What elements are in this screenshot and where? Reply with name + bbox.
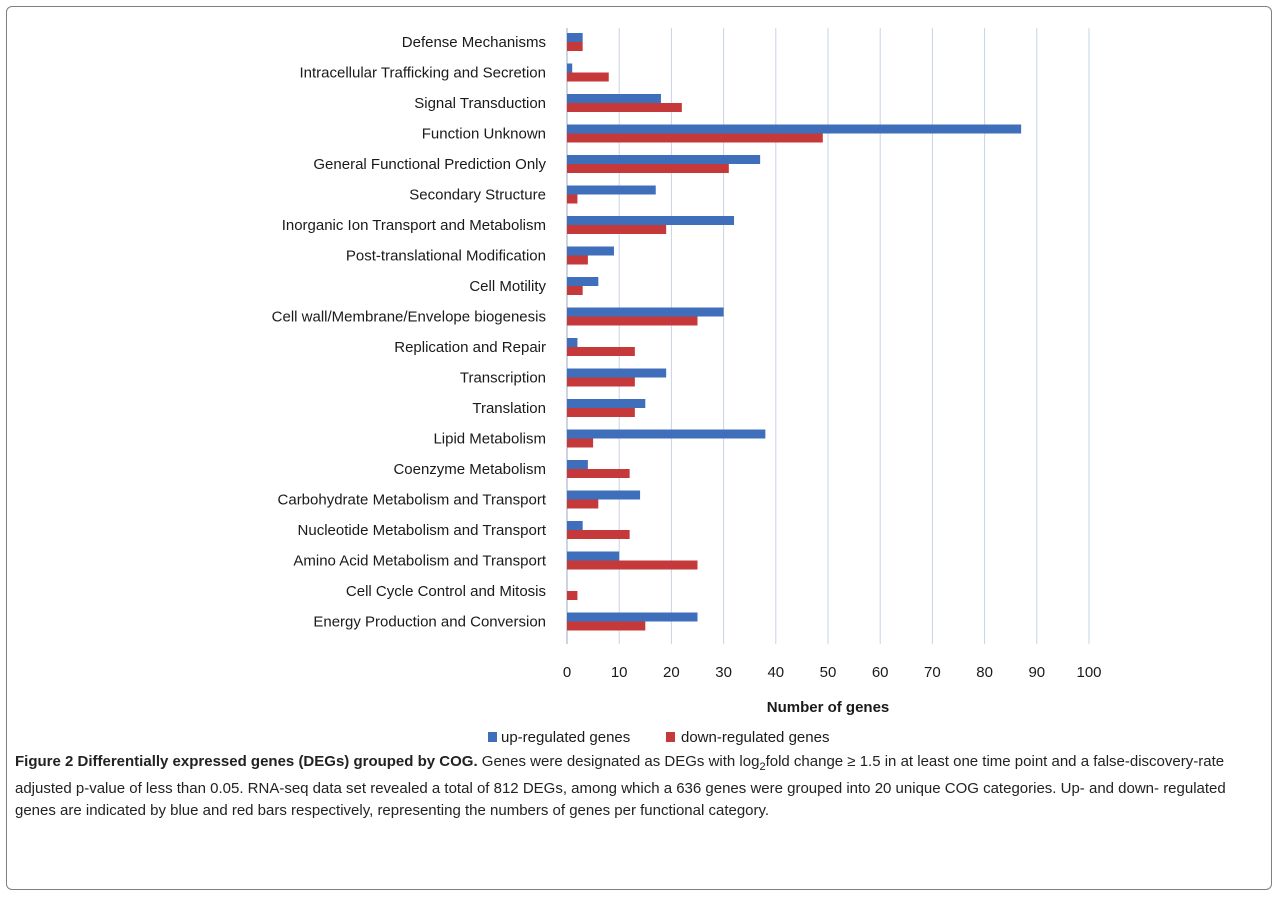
category-label: Energy Production and Conversion: [313, 614, 546, 631]
x-tick-label: 70: [924, 664, 941, 681]
x-tick-label: 60: [872, 664, 889, 681]
legend-swatch-up: [488, 732, 497, 742]
bar-up-regulated: [567, 155, 761, 164]
x-axis-title: Number of genes: [767, 699, 890, 716]
bar-down-regulated: [567, 286, 583, 295]
figure-frame: [6, 6, 1272, 890]
bar-down-regulated: [567, 72, 609, 82]
legend-label-down: down-regulated genes: [681, 729, 829, 746]
x-tick-label: 80: [976, 664, 993, 681]
category-label: Cell Motility: [469, 278, 546, 295]
bar-down-regulated: [567, 377, 635, 387]
bar-down-regulated: [567, 469, 630, 478]
bar-up-regulated: [567, 429, 766, 439]
bar-up-regulated: [567, 246, 614, 256]
category-label: Translation: [472, 400, 546, 417]
bar-down-regulated: [567, 194, 578, 204]
bar-up-regulated: [567, 63, 573, 73]
category-label: Intracellular Trafficking and Secretion: [299, 65, 546, 82]
category-label: Defense Mechanisms: [402, 34, 546, 51]
caption-text-1: Genes were designated as DEGs with log: [477, 753, 760, 770]
category-label: Nucleotide Metabolism and Transport: [298, 522, 547, 539]
bar-down-regulated: [567, 225, 667, 234]
bar-down-regulated: [567, 560, 698, 570]
x-tick-label: 20: [663, 664, 680, 681]
x-tick-label: 50: [820, 664, 837, 681]
legend: up-regulated genes down-regulated genes: [488, 729, 829, 746]
x-tick-label: 0: [563, 664, 571, 681]
x-tick-label: 40: [767, 664, 784, 681]
bar-down-regulated: [567, 316, 698, 326]
bar-down-regulated: [567, 438, 594, 448]
gridlines: [566, 28, 1090, 644]
bar-up-regulated: [567, 185, 656, 195]
category-labels: Defense Mechanisms Intracellular Traffick…: [272, 34, 547, 631]
bar-up-regulated: [567, 307, 724, 317]
x-tick-labels: 0 10 20 30 40 50 60 70 80 90 100: [563, 664, 1102, 681]
bar-up-regulated: [567, 94, 661, 103]
bar-up-regulated: [567, 551, 620, 561]
bar-down-regulated: [567, 347, 635, 356]
caption-subscript: 2: [759, 761, 766, 773]
bar-down-regulated: [567, 591, 578, 600]
category-label: Inorganic Ion Transport and Metabolism: [282, 217, 546, 234]
bar-down-regulated: [567, 255, 588, 265]
category-label: Coenzyme Metabolism: [393, 461, 546, 478]
category-label: Transcription: [460, 370, 546, 387]
x-tick-label: 100: [1076, 664, 1101, 681]
caption-title: Figure 2 Differentially expressed genes …: [15, 753, 478, 770]
bar-down-regulated: [567, 530, 630, 539]
legend-swatch-down: [666, 732, 675, 742]
bar-up-regulated: [567, 612, 698, 622]
category-label: Amino Acid Metabolism and Transport: [293, 553, 546, 570]
bar-down-regulated: [567, 42, 583, 51]
x-tick-label: 30: [715, 664, 732, 681]
category-label: Secondary Structure: [409, 187, 546, 204]
bars: [567, 33, 1022, 631]
category-label: Post-translational Modification: [346, 248, 546, 265]
category-label: Cell wall/Membrane/Envelope biogenesis: [272, 309, 546, 326]
bar-down-regulated: [567, 103, 682, 112]
category-label: Function Unknown: [422, 126, 546, 143]
bar-down-regulated: [567, 621, 646, 631]
bar-down-regulated: [567, 164, 729, 173]
category-label: General Functional Prediction Only: [313, 156, 546, 173]
bar-up-regulated: [567, 399, 646, 408]
legend-label-up: up-regulated genes: [501, 729, 630, 746]
category-label: Carbohydrate Metabolism and Transport: [278, 492, 547, 509]
bar-down-regulated: [567, 499, 599, 509]
category-label: Replication and Repair: [394, 339, 546, 356]
category-label: Signal Transduction: [414, 95, 546, 112]
figure-caption: Figure 2 Differentially expressed genes …: [15, 751, 1263, 822]
bar-up-regulated: [567, 460, 588, 469]
bar-up-regulated: [567, 368, 667, 378]
bar-up-regulated: [567, 277, 599, 286]
bar-up-regulated: [567, 216, 735, 225]
x-tick-label: 10: [611, 664, 628, 681]
category-label: Cell Cycle Control and Mitosis: [346, 583, 546, 600]
bar-up-regulated: [567, 521, 583, 530]
x-tick-label: 90: [1028, 664, 1045, 681]
caption-text-2: fold change ≥ 1.5 in at least one time p…: [15, 753, 1226, 819]
bar-down-regulated: [567, 133, 823, 143]
bar-up-regulated: [567, 490, 641, 500]
bar-up-regulated: [567, 338, 578, 347]
bar-up-regulated: [567, 124, 1022, 134]
bar-up-regulated: [567, 33, 583, 42]
bar-down-regulated: [567, 408, 635, 417]
category-label: Lipid Metabolism: [433, 431, 546, 448]
